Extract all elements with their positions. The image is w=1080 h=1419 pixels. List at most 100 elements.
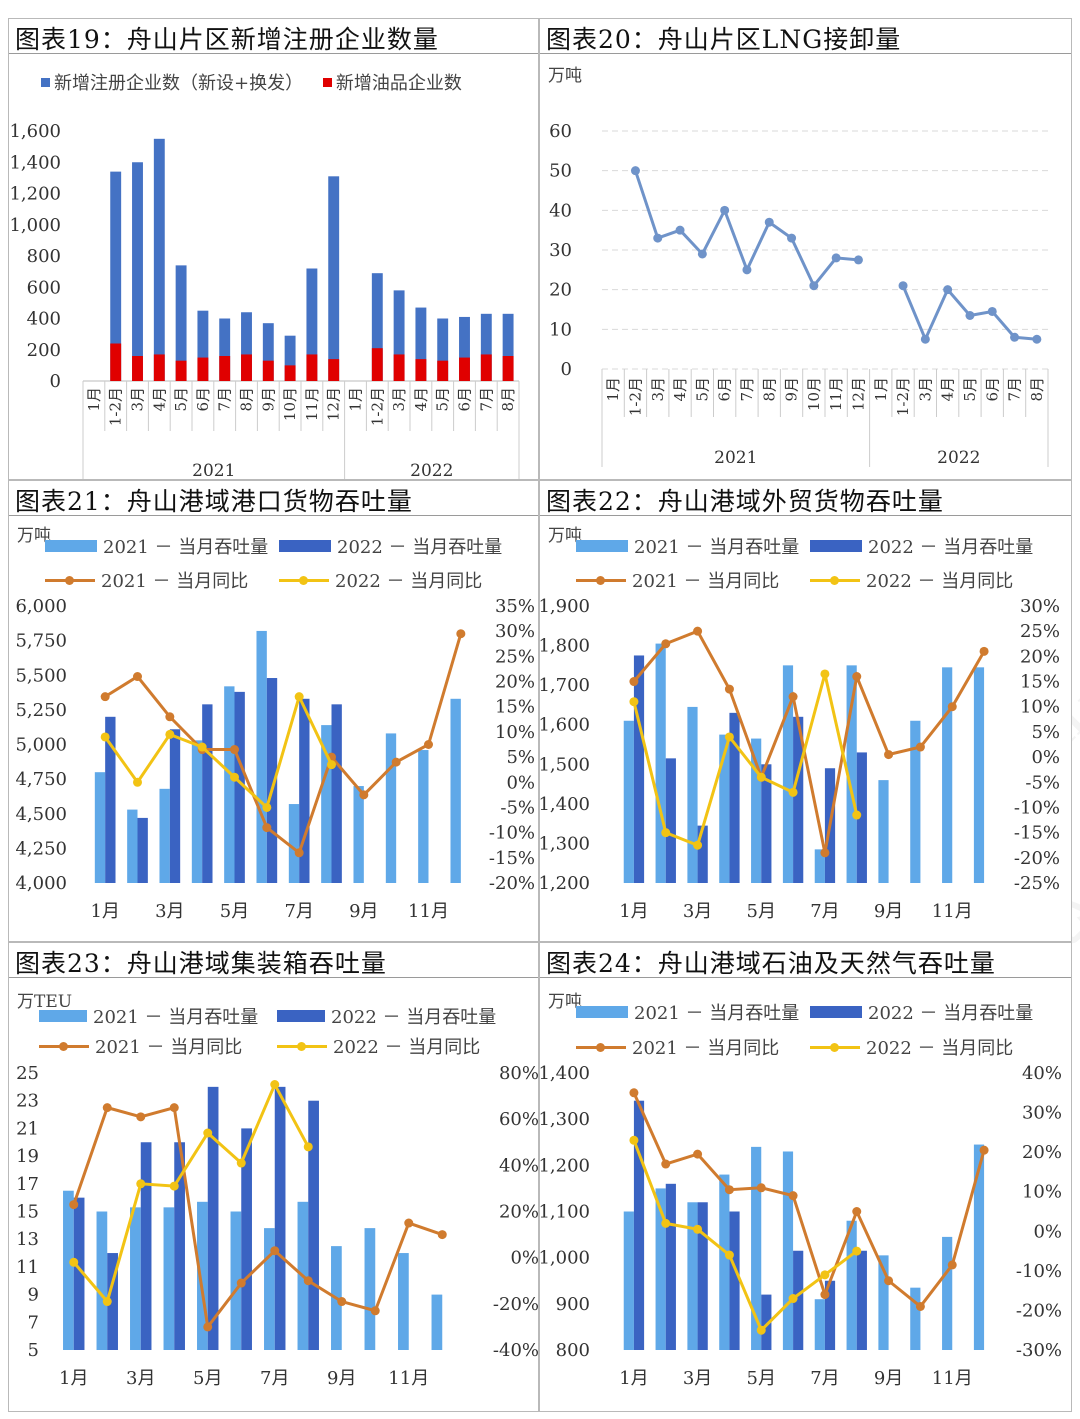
title-divider bbox=[540, 977, 1071, 978]
bar-2021 bbox=[130, 1207, 141, 1350]
data-point bbox=[1010, 332, 1020, 342]
yoy-2021-line bbox=[104, 633, 463, 856]
y2-tick-label: -30% bbox=[1016, 1340, 1062, 1361]
bar-2021 bbox=[878, 1255, 889, 1350]
y2-tick-label: -20% bbox=[489, 873, 535, 894]
title-divider bbox=[9, 53, 538, 54]
yoy-2022-point bbox=[100, 732, 110, 742]
yoy-2021-point bbox=[203, 1322, 213, 1332]
bar bbox=[241, 354, 252, 381]
bar bbox=[328, 176, 340, 381]
yoy-2021-point bbox=[852, 1207, 862, 1216]
y-tick-label: 1,000 bbox=[9, 215, 61, 236]
bar-2022 bbox=[856, 752, 867, 883]
y2-tick-label: -15% bbox=[489, 848, 535, 869]
x-tick-label: 4月 bbox=[150, 387, 168, 412]
yoy-2022-line bbox=[632, 673, 859, 848]
bar-2021 bbox=[288, 804, 300, 883]
yoy-2022-point bbox=[852, 1246, 862, 1256]
bar bbox=[502, 356, 514, 381]
data-point bbox=[675, 225, 685, 235]
yoy-2021-point bbox=[947, 1260, 957, 1270]
bar-2022 bbox=[331, 704, 342, 883]
chart-title: 图表21：舟山港域港口货物吞吐量 bbox=[15, 487, 413, 516]
yoy-2021-point bbox=[947, 702, 957, 712]
bar bbox=[459, 357, 470, 381]
bar-2021 bbox=[973, 667, 985, 883]
bar bbox=[197, 357, 209, 381]
yoy-2021-point bbox=[852, 672, 862, 682]
group-label: 2021 bbox=[192, 461, 235, 480]
x-tick-label: 3月 bbox=[916, 377, 934, 402]
yoy-2021-point bbox=[820, 1290, 830, 1300]
bar-2021 bbox=[364, 1228, 376, 1350]
bar bbox=[175, 265, 187, 381]
legend-label: 2021 － 当月同比 bbox=[632, 571, 780, 592]
bar-2022 bbox=[793, 716, 804, 883]
y2-tick-label: -20% bbox=[1016, 1300, 1062, 1321]
bar-2021 bbox=[751, 738, 762, 883]
bar-2022 bbox=[308, 1100, 319, 1350]
y2-tick-label: 25% bbox=[495, 646, 535, 667]
x-tick-label: 3月 bbox=[390, 387, 408, 412]
y-tick-label: 9 bbox=[28, 1285, 39, 1306]
y-tick-label: 4,750 bbox=[15, 769, 67, 790]
x-tick-label: 3月 bbox=[129, 387, 147, 412]
x-tick-label: 5月 bbox=[961, 377, 979, 402]
legend-swatch bbox=[41, 77, 50, 87]
chart-title: 图表22：舟山港域外贸货物吞吐量 bbox=[546, 487, 944, 516]
data-point bbox=[630, 166, 640, 176]
yoy-2022-point bbox=[203, 1128, 213, 1138]
legend-label: 2022 － 当月吞吐量 bbox=[868, 537, 1034, 558]
y2-tick-label: 35% bbox=[495, 596, 535, 617]
y-tick-label: 5,500 bbox=[15, 665, 67, 686]
bar bbox=[480, 313, 492, 381]
chart-svg: 6,000 5,750 5,500 5,250 5,000 4,750 4,500 4,250… bbox=[15, 596, 535, 922]
yoy-2021-point bbox=[294, 848, 304, 858]
bar bbox=[371, 273, 383, 381]
bar-2022 bbox=[761, 1294, 772, 1350]
y-tick-label: 13 bbox=[16, 1229, 39, 1250]
yoy-2021-point bbox=[337, 1297, 347, 1307]
x-tick-label: 10月 bbox=[805, 377, 823, 411]
y-tick-label: 1,300 bbox=[540, 833, 590, 854]
bar-2021 bbox=[687, 706, 698, 883]
legend-label: 2022 － 当月同比 bbox=[335, 571, 483, 592]
bar-2022 bbox=[266, 678, 278, 883]
x-tick-label: 7月 bbox=[810, 1368, 839, 1389]
y-tick-label: 4,250 bbox=[15, 838, 67, 859]
bar-2021 bbox=[96, 1211, 108, 1350]
y2-tick-label: 80% bbox=[499, 1063, 539, 1084]
bar bbox=[306, 354, 318, 381]
bar-2021 bbox=[127, 809, 138, 883]
bar-2022 bbox=[202, 704, 213, 883]
y-tick-label: 10 bbox=[549, 319, 572, 340]
yoy-2021-point bbox=[661, 639, 671, 649]
y2-tick-label: 5% bbox=[1031, 722, 1060, 743]
data-point bbox=[697, 249, 707, 259]
y-tick-label: 900 bbox=[556, 1294, 590, 1315]
x-tick-label: 9月 bbox=[349, 901, 378, 922]
yoy-2021-point bbox=[100, 692, 110, 702]
x-tick-label: 4月 bbox=[412, 387, 430, 412]
y-tick-label: 5,250 bbox=[15, 700, 67, 721]
bar bbox=[415, 307, 427, 381]
bar-2022 bbox=[729, 1211, 740, 1350]
bar-2021 bbox=[264, 1228, 275, 1350]
bar-2021 bbox=[450, 698, 461, 883]
x-tick-label: 6月 bbox=[983, 377, 1001, 402]
y-tick-label: 1,000 bbox=[540, 1248, 590, 1269]
yoy-2021-point bbox=[102, 1103, 112, 1113]
bar-2021 bbox=[719, 1174, 730, 1350]
yoy-2021-point bbox=[884, 750, 894, 760]
x-tick-label: 5月 bbox=[693, 377, 711, 402]
y-tick-label: 1,400 bbox=[540, 1063, 590, 1084]
yoy-2022-point bbox=[629, 697, 639, 707]
x-tick-label: 9月 bbox=[259, 387, 277, 412]
y-tick-label: 21 bbox=[16, 1118, 39, 1139]
data-point bbox=[965, 310, 975, 320]
y-tick-label: 1,600 bbox=[540, 715, 590, 736]
x-tick-label: 5月 bbox=[193, 1368, 222, 1389]
bar-2022 bbox=[824, 1280, 836, 1350]
yoy-2021-point bbox=[456, 629, 466, 639]
